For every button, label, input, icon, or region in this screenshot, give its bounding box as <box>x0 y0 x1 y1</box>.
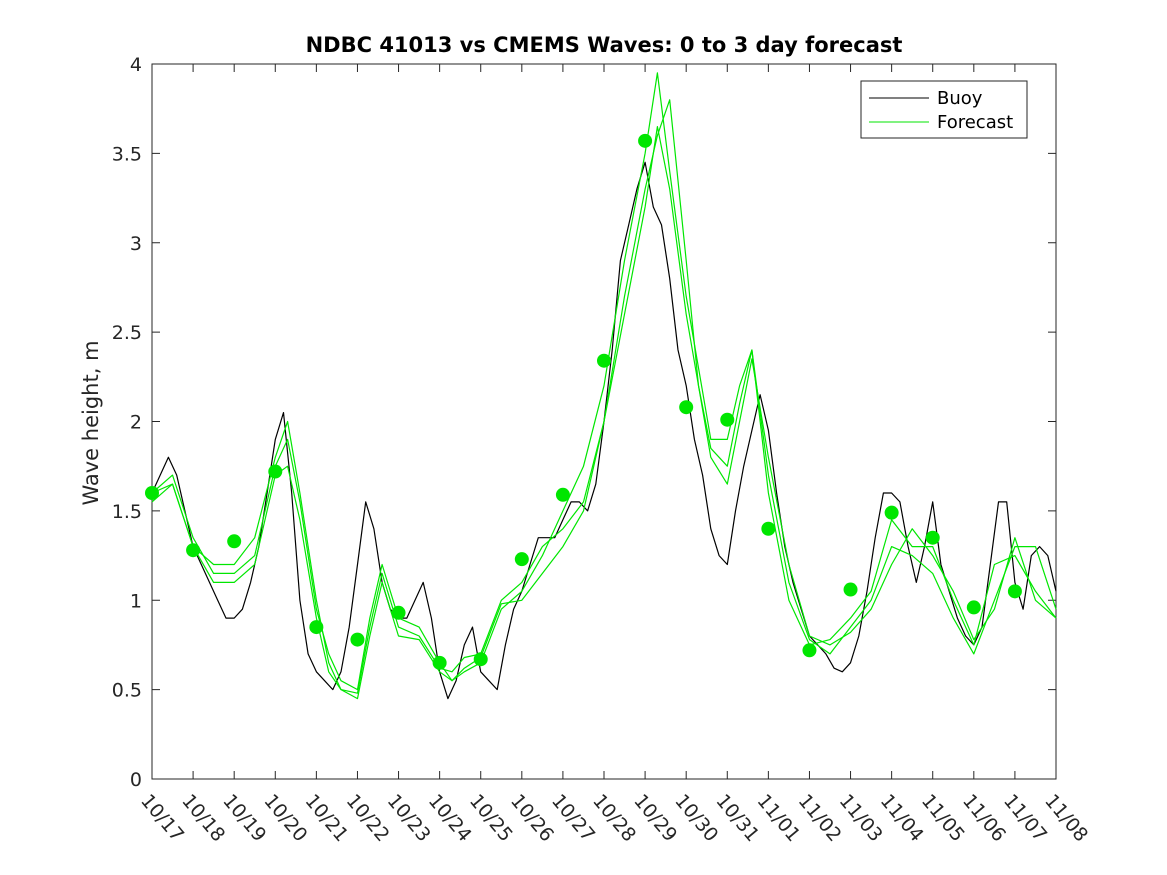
forecast-marker <box>597 353 611 368</box>
forecast-marker <box>514 552 529 567</box>
y-tick-label: 2 <box>130 412 142 434</box>
y-tick-label: 1 <box>130 590 142 612</box>
y-tick-label: 3 <box>130 233 142 255</box>
forecast-marker <box>925 530 940 545</box>
forecast-series-line <box>151 72 1057 691</box>
legend-buoy-label: Buoy <box>937 88 983 109</box>
forecast-marker <box>761 521 776 536</box>
y-tick-label: 3.5 <box>112 143 142 165</box>
legend-forecast-label: Forecast <box>937 112 1013 133</box>
forecast-marker <box>720 412 735 427</box>
forecast-marker <box>268 464 283 479</box>
y-axis: 0 0.5 1 1.5 2 2.5 3 3.5 4 <box>112 54 1056 791</box>
chart-title: NDBC 41013 vs CMEMS Waves: 0 to 3 day fo… <box>306 33 903 57</box>
forecast-marker <box>1007 584 1022 599</box>
forecast-marker <box>350 632 365 647</box>
forecast-marker <box>309 620 324 635</box>
y-tick-label: 0.5 <box>112 680 142 702</box>
forecast-marker <box>843 582 858 597</box>
y-tick-label: 1.5 <box>112 501 142 523</box>
forecast-marker <box>227 534 242 549</box>
forecast-series-line <box>151 126 1057 700</box>
plot-area: 00.511.522.533.54 10/1710/1810/1910/2010… <box>112 54 1092 846</box>
forecast-marker <box>802 643 817 658</box>
legend-box <box>860 80 1028 139</box>
forecast-markers <box>145 133 1022 670</box>
forecast-marker <box>186 543 201 558</box>
forecast-marker <box>145 486 159 500</box>
y-tick-label: 2.5 <box>112 322 142 344</box>
forecast-marker <box>966 600 981 615</box>
legend: Buoy Forecast <box>860 80 1028 139</box>
y-axis-label: Wave height, m <box>79 340 103 505</box>
forecast-marker <box>555 487 570 502</box>
forecast-marker <box>638 133 653 148</box>
series-group <box>151 72 1057 700</box>
y-tick-label: 0 <box>130 769 142 791</box>
forecast-marker <box>432 655 447 670</box>
forecast-marker <box>391 605 406 620</box>
forecast-marker <box>473 652 488 667</box>
forecast-marker <box>884 505 899 520</box>
forecast-series-line <box>151 99 1057 694</box>
y-tick-label: 4 <box>130 54 142 76</box>
forecast-marker <box>679 400 694 415</box>
